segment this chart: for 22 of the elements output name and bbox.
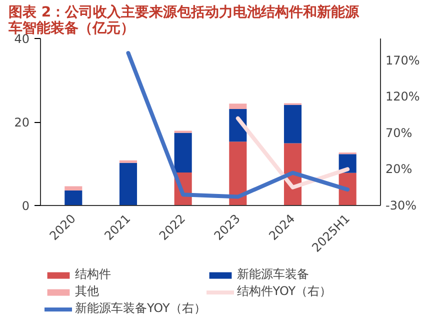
legend-label: 其他 (75, 283, 99, 300)
legend-label: 新能源车装备 (236, 266, 309, 283)
y2-tick-label: 170% (386, 53, 420, 68)
bar (64, 190, 82, 206)
bar (119, 162, 138, 206)
legend-label: 新能源车装备YOY（右） (75, 300, 206, 317)
bar (119, 160, 138, 163)
bar (229, 142, 247, 206)
bar (284, 104, 302, 144)
bar (338, 172, 356, 206)
legend-label: 结构件 (75, 266, 111, 283)
y2-tick-label: 20% (386, 162, 412, 176)
y2-tick-label: 70% (386, 126, 412, 140)
line-series (126, 51, 350, 199)
bar (174, 132, 192, 173)
legend-label: 结构件YOY（右） (236, 283, 332, 300)
bar (229, 104, 247, 110)
y2-tick-label: -30% (386, 198, 417, 212)
bar (64, 186, 82, 190)
y-tick-label: 20 (14, 116, 30, 130)
y-tick-label: 0 (22, 199, 30, 213)
y2-tick-label: 120% (386, 90, 420, 104)
